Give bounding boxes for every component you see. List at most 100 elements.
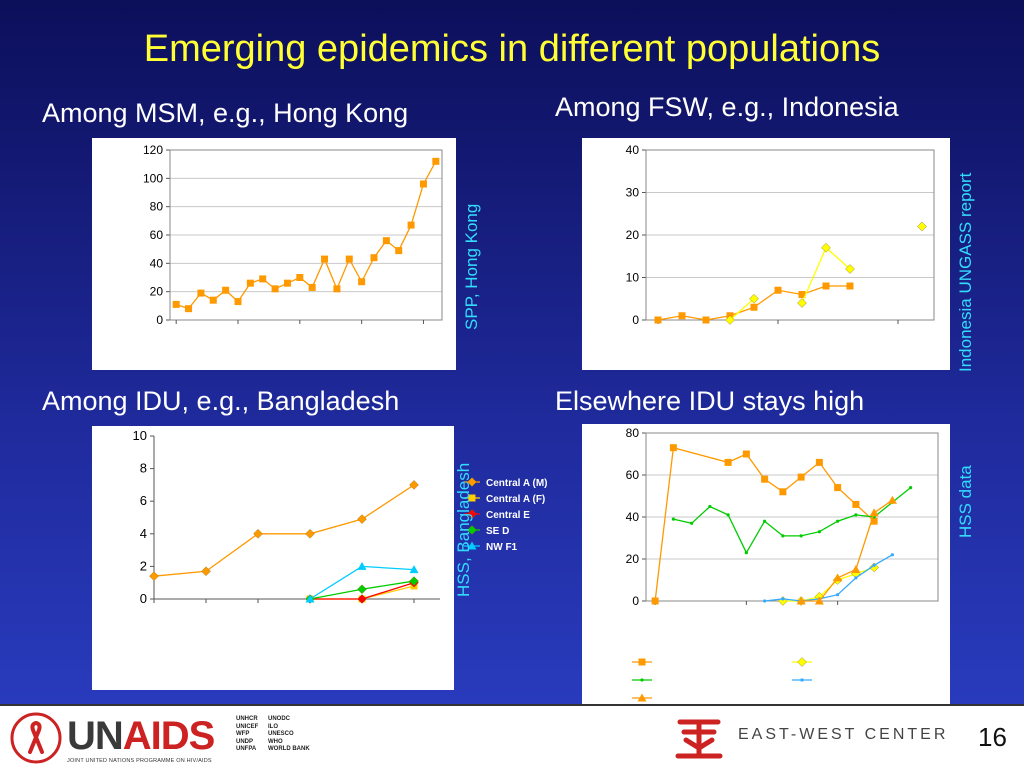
plot-frame [169, 149, 443, 321]
data-point [201, 566, 211, 577]
y-tick-label: 40 [150, 256, 164, 270]
x-tick-label: 1993 [720, 607, 749, 636]
data-point [432, 157, 440, 165]
data-point [872, 563, 876, 567]
series-line [654, 446, 875, 602]
data-point [358, 278, 366, 286]
data-point [742, 450, 750, 458]
series-1 [778, 562, 879, 606]
y-axis-label: Percent HIV+ [97, 480, 111, 554]
legend-marker [467, 509, 477, 519]
y-tick-label: 80 [626, 426, 640, 440]
data-point [870, 517, 878, 525]
data-point [305, 529, 315, 539]
chart-idu-else: 0 20 40 60 80 1988 1993 1998 Percent HIV+ Rangoon… [582, 424, 950, 705]
y-tick-label: 120 [143, 143, 163, 157]
y-axis-label: Percent HIV+ [585, 480, 599, 554]
data-point [781, 534, 785, 538]
series-4 [305, 561, 419, 603]
x-tick-label: 2005 [397, 326, 426, 355]
chart-idu-else-svg: 0 20 40 60 80 1988 1993 1998 Percent HIV+ Rangoon… [585, 426, 939, 705]
panel-title-idu: Among IDU, e.g., Bangladesh [42, 386, 400, 416]
chart-fsw-svg: 0 10 20 30 40 1995 2000 2005 Percent HIV+ [585, 143, 935, 355]
data-point [797, 473, 805, 481]
legend-label: Guangxi, China [818, 657, 895, 669]
data-point [725, 315, 735, 325]
data-point [836, 519, 840, 523]
data-point [851, 565, 861, 573]
data-point [409, 565, 419, 574]
y-tick-label: 20 [626, 552, 640, 566]
cosponsor: WFP [236, 731, 250, 737]
y-tick-label: 40 [626, 143, 640, 157]
data-point [246, 279, 254, 287]
data-point [222, 286, 230, 294]
legend-item: Bangkok, Thailand [632, 675, 749, 687]
legend-marker [800, 678, 804, 682]
x-tick-label: Round V [266, 604, 313, 651]
data-point [869, 508, 879, 517]
page-number: 16 [978, 722, 1007, 752]
data-point [917, 221, 927, 232]
legend-marker [797, 657, 807, 667]
y-tick-label: 60 [626, 468, 640, 482]
legend-label: Central E [486, 510, 530, 521]
y-tick-label: 0 [632, 594, 639, 608]
x-tick-label: Round VI [315, 605, 364, 654]
y-tick-label: 0 [632, 313, 639, 327]
panel-title-msm: Among MSM, e.g., Hong Kong [42, 98, 409, 128]
data-point [749, 293, 759, 304]
cosponsors-right: UNODC ILO UNESCO WHO WORLD BANK [268, 716, 310, 754]
data-point [253, 529, 263, 539]
series-line [175, 161, 437, 310]
data-point [909, 486, 913, 490]
y-axis-label: Reported HIV infections [95, 167, 109, 303]
legend-item: Central A (F) [464, 494, 545, 505]
unaids-logo-text: UNAIDS [67, 714, 215, 759]
y-tick-label: 20 [626, 228, 640, 242]
data-point [357, 594, 367, 604]
legend-item: Central A (M) [464, 477, 547, 489]
data-point [283, 279, 291, 287]
data-point [726, 513, 730, 517]
data-point [395, 247, 403, 255]
source-note-fsw: Indonesia UNGASS report [956, 172, 975, 372]
x-tick-label: 1998 [811, 607, 840, 636]
y-tick-label: 100 [143, 171, 163, 185]
data-point [259, 275, 267, 283]
cosponsor: WHO [268, 738, 283, 745]
data-point [702, 316, 710, 324]
data-point [419, 180, 427, 188]
x-tick-label: Round IV [211, 604, 260, 653]
data-point [887, 495, 897, 504]
ewc-logo-icon [675, 719, 723, 759]
source-note-msm: SPP, Hong Kong [462, 203, 481, 330]
data-point [833, 573, 843, 582]
y-tick-label: 4 [140, 526, 147, 541]
data-point [854, 576, 858, 580]
data-point [815, 458, 823, 466]
data-point [744, 551, 748, 555]
x-tick-label: 1988 [628, 607, 657, 636]
series-line [309, 565, 415, 600]
data-point [845, 264, 855, 274]
data-point [345, 255, 353, 263]
chart-msm: 0 20 40 60 80 100 120 1985 1990 1995 2000 2005 Repor… [92, 138, 456, 370]
legend-marker [638, 658, 646, 666]
source-note-idu-else: HSS data [956, 465, 975, 538]
x-tick-label: 1990 [211, 326, 240, 355]
data-point [798, 291, 806, 298]
series-line [782, 566, 875, 602]
legend-label: Hanoi, Vietnam [818, 675, 893, 687]
data-point [357, 561, 367, 570]
data-point [846, 282, 854, 290]
y-tick-label: 30 [626, 186, 640, 200]
cosponsor: WORLD BANK [268, 746, 310, 752]
data-point [149, 571, 159, 581]
y-tick-label: 20 [150, 285, 164, 299]
data-point [654, 316, 662, 324]
legend-marker [637, 693, 647, 702]
data-point [822, 282, 830, 290]
data-point [854, 513, 858, 517]
